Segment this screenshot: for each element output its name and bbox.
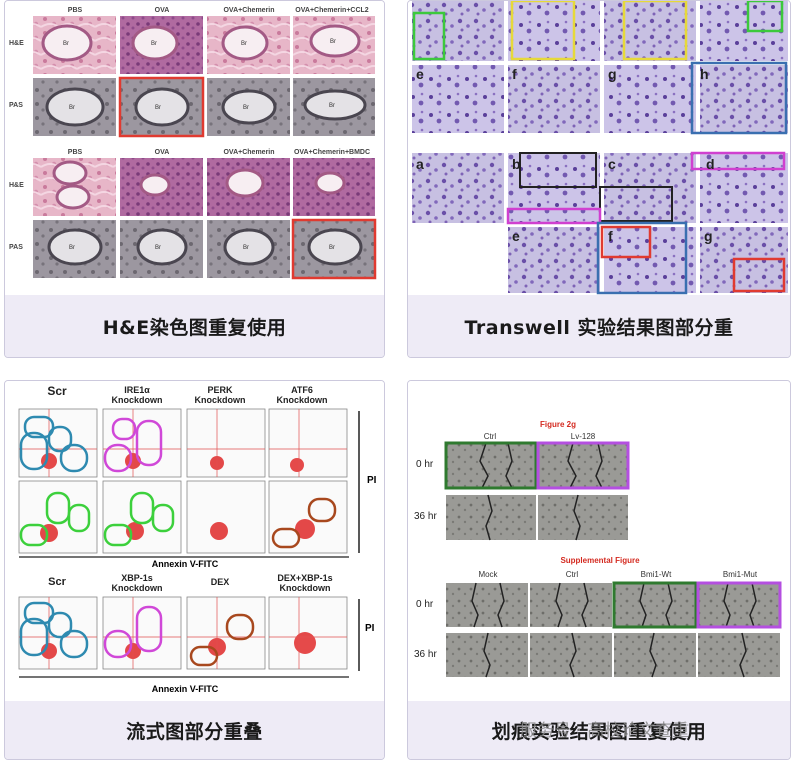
flow-bottom-col-4: DEX+XBP-1s Knockdown [277, 573, 332, 593]
flow-gates-blue [19, 415, 89, 659]
transwell-box-blue [690, 61, 788, 135]
flow-bottom-col-2: XBP-1s Knockdown [112, 573, 163, 593]
card-scratch: Figure 2g Ctrl Lv-128 0 hr 36 hr Supplem… [407, 380, 791, 760]
svg-text:Br: Br [241, 41, 247, 47]
transwell-box-black [519, 152, 597, 188]
transwell-box-yellow [622, 1, 688, 61]
scratch-bottom-col-2: Ctrl [566, 570, 579, 579]
card-transwell-caption: Transwell 实验结果图部分重 [408, 295, 790, 357]
flow-top-col-2: IRE1α Knockdown [112, 385, 163, 405]
he-row-label-pas: PAS [9, 102, 23, 109]
card-scratch-caption: 划痕实验结果图重复使用 [408, 701, 790, 759]
scratch-figure-svg: Figure 2g Ctrl Lv-128 0 hr 36 hr Supplem… [414, 420, 782, 678]
he-highlight-box-red [118, 76, 205, 138]
scratch-bottom-col-3: Bmi1-Wt [641, 570, 672, 579]
scratch-title-top: Figure 2g [540, 420, 576, 429]
transwell-figure-svg: e f g h a b c d [412, 1, 788, 295]
flow-gates-magenta [103, 417, 163, 659]
transwell-box-magenta [690, 151, 786, 171]
transwell-box-green [746, 1, 784, 33]
svg-text:Br: Br [63, 41, 69, 47]
svg-text:Br: Br [330, 39, 336, 45]
transwell-label: f [608, 228, 613, 244]
transwell-label: c [608, 156, 616, 172]
transwell-label: g [608, 66, 617, 82]
transwell-label: h [700, 66, 709, 82]
scratch-box-purple [696, 581, 782, 629]
transwell-box-magenta [506, 207, 602, 225]
card-transwell: e f g h a b c d [407, 0, 791, 358]
he-top-headers: PBS OVA OVA+Chemerin OVA+Chemerin+CCL2 [68, 7, 369, 14]
flow-side-label-2: PI [365, 623, 375, 634]
scratch-bottom-col-1: Mock [478, 570, 498, 579]
transwell-label: b [512, 156, 521, 172]
he-top-col-2: OVA [155, 7, 170, 14]
flow-top-col-1: Scr [47, 384, 67, 398]
he-top-col-3: OVA+Chemerin [223, 7, 274, 14]
scratch-bottom-col-4: Bmi1-Mut [723, 570, 758, 579]
flow-figure: Scr IRE1α Knockdown PERK Knockdown ATF6 Kno… [5, 381, 384, 703]
he-row-label-he: H&E [9, 40, 24, 47]
card-he: PBS OVA OVA+Chemerin OVA+Chemerin+CCL2 H… [4, 0, 385, 358]
scratch-row-36hr-2: 36 hr [414, 649, 437, 660]
transwell-box-red [600, 225, 652, 259]
svg-text:Br: Br [243, 105, 249, 111]
svg-text:Br: Br [329, 245, 335, 251]
he-row-label-he-2: H&E [9, 182, 24, 189]
he-figure: PBS OVA OVA+Chemerin OVA+Chemerin+CCL2 H… [5, 1, 384, 297]
flow-bottom-col-1: Scr [48, 576, 66, 588]
scratch-figure: Figure 2g Ctrl Lv-128 0 hr 36 hr Supplem… [408, 381, 790, 703]
svg-text:Br: Br [151, 41, 157, 47]
he-figure-svg: PBS OVA OVA+Chemerin OVA+Chemerin+CCL2 H… [9, 7, 377, 280]
svg-text:Br: Br [155, 245, 161, 251]
he-bottom-col-1: PBS [68, 149, 83, 156]
transwell-box-yellow [510, 1, 576, 61]
scratch-box-green [612, 581, 698, 629]
flow-gates-green [19, 491, 175, 547]
scratch-row-0hr: 0 hr [416, 459, 434, 470]
transwell-figure: e f g h a b c d [408, 1, 790, 297]
he-bottom-col-2: OVA [155, 149, 170, 156]
svg-text:Br: Br [155, 105, 161, 111]
scratch-title-bottom: Supplemental Figure [560, 556, 640, 565]
he-bottom-col-4: OVA+Chemerin+BMDC [294, 149, 370, 156]
transwell-box-black [599, 186, 673, 222]
transwell-label: e [416, 66, 424, 82]
flow-side-label: PI [367, 475, 377, 486]
transwell-box-red [732, 257, 786, 293]
transwell-label: a [416, 156, 424, 172]
scratch-box-purple [536, 441, 630, 490]
svg-text:Br: Br [329, 103, 335, 109]
he-bottom-col-3: OVA+Chemerin [223, 149, 274, 156]
watermark: 服务号 · 高校论文查重 [520, 721, 690, 741]
scratch-row-36hr: 36 hr [414, 511, 437, 522]
he-row-label-pas-2: PAS [9, 244, 23, 251]
flow-gates-brown [189, 497, 337, 667]
scratch-top-col-1: Ctrl [484, 432, 497, 441]
transwell-box-blue [596, 221, 688, 295]
flow-top-col-3: PERK Knockdown [195, 385, 246, 405]
svg-text:Br: Br [243, 245, 249, 251]
svg-text:Br: Br [69, 105, 75, 111]
scratch-box-green [444, 441, 538, 490]
he-top-col-4: OVA+Chemerin+CCL2 [295, 7, 368, 14]
card-flow-caption: 流式图部分重叠 [5, 701, 384, 759]
transwell-label: g [704, 228, 713, 244]
svg-text:Br: Br [69, 245, 75, 251]
flow-top-col-4: ATF6 Knockdown [277, 385, 328, 405]
transwell-box-green [412, 11, 446, 61]
transwell-label: f [512, 66, 517, 82]
he-top-col-1: PBS [68, 7, 83, 14]
scratch-top-col-2: Lv-128 [571, 432, 596, 441]
flow-axis-label-2: Annexin V-FITC [152, 684, 219, 694]
scratch-row-0hr-2: 0 hr [416, 599, 434, 610]
transwell-label: e [512, 228, 520, 244]
card-he-caption: H&E染色图重复使用 [5, 295, 384, 357]
flow-bottom-col-3: DEX [211, 577, 230, 587]
flow-axis-label: Annexin V-FITC [152, 559, 219, 569]
flow-figure-svg: Scr IRE1α Knockdown PERK Knockdown ATF6 Kno… [18, 384, 377, 694]
he-highlight-box-red [291, 218, 377, 280]
transwell-label: d [706, 156, 715, 172]
card-flow: Scr IRE1α Knockdown PERK Knockdown ATF6 Kno… [4, 380, 385, 760]
